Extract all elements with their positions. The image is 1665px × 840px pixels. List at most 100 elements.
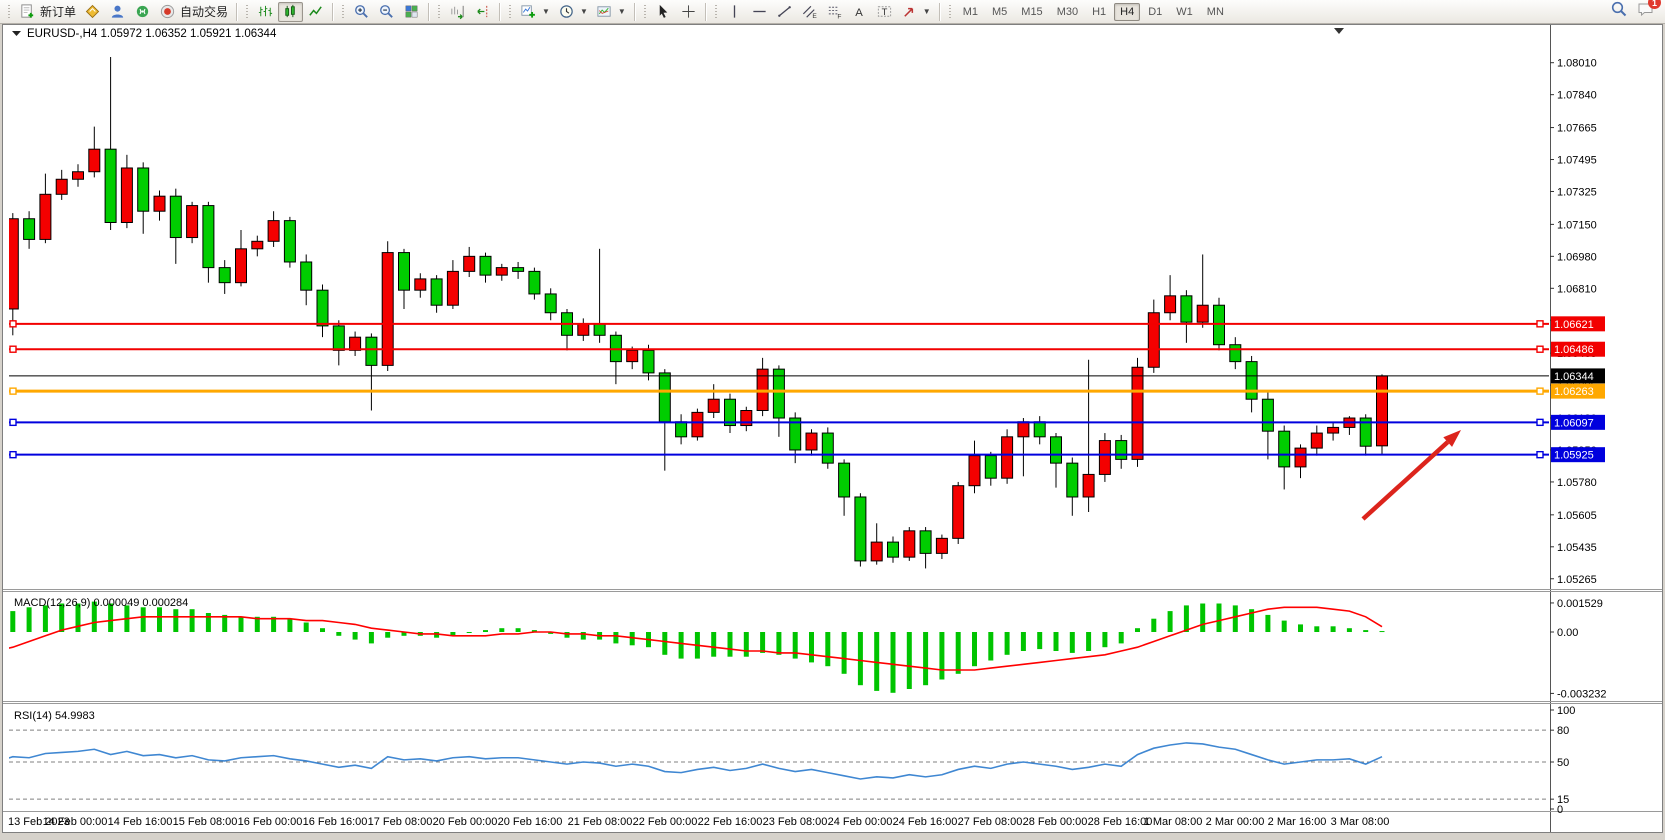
candle-body xyxy=(1294,447,1307,468)
line-handle[interactable] xyxy=(1536,387,1544,395)
line-handle[interactable] xyxy=(1536,345,1544,353)
periods-icon xyxy=(558,3,575,20)
add-indicator-button[interactable]: ▼ xyxy=(516,2,554,22)
timeframe-button-d1[interactable]: D1 xyxy=(1142,3,1168,21)
timeframe-button-h1[interactable]: H1 xyxy=(1086,3,1112,21)
candle xyxy=(1098,433,1111,482)
templates-button[interactable]: ▼ xyxy=(592,2,630,22)
arrow-head xyxy=(1443,430,1461,447)
channel-button[interactable]: E xyxy=(797,2,822,22)
arrow-shaft xyxy=(1361,440,1450,521)
tile-windows-button[interactable] xyxy=(399,2,424,22)
tile-windows-icon xyxy=(403,3,420,20)
candle xyxy=(724,393,736,434)
time-axis-label: 3 Mar 08:00 xyxy=(1331,816,1390,828)
candle-body xyxy=(218,267,231,284)
toolbar-separator xyxy=(938,2,941,21)
line-handle[interactable] xyxy=(9,387,17,395)
timeframe-button-m15[interactable]: M15 xyxy=(1015,3,1048,21)
timeframe-button-mn[interactable]: MN xyxy=(1201,3,1230,21)
candle xyxy=(349,331,362,356)
candle-body xyxy=(186,205,199,239)
auto-scroll-button[interactable] xyxy=(445,2,470,22)
main-toolbar: 新订单 自动交易 ▼ ▼ ▼ E F A xyxy=(0,0,1665,24)
cursor-button[interactable] xyxy=(651,2,676,22)
signals-button[interactable] xyxy=(130,2,155,22)
timeframe-button-m30[interactable]: M30 xyxy=(1051,3,1084,21)
candle xyxy=(235,230,247,287)
candle xyxy=(544,288,557,321)
symbol-dropdown[interactable] xyxy=(12,31,21,36)
community-button[interactable] xyxy=(105,2,130,22)
price-badge-label: 1.05925 xyxy=(1554,450,1594,462)
fibonacci-button[interactable]: F xyxy=(822,2,847,22)
price-tick-label: 1.07665 xyxy=(1557,123,1597,135)
candle-body xyxy=(1196,304,1209,323)
time-axis-label: 2 Mar 16:00 xyxy=(1268,816,1327,828)
vertical-line-button[interactable] xyxy=(722,2,747,22)
line-handle[interactable] xyxy=(9,320,17,328)
zoom-in-button[interactable] xyxy=(349,2,374,22)
line-handle[interactable] xyxy=(1536,320,1544,328)
horizontal-line-button[interactable] xyxy=(747,2,772,22)
chart-shift-marker[interactable] xyxy=(1334,28,1344,34)
new-order-button[interactable]: 新订单 xyxy=(15,2,80,22)
price-tick-label: 1.06810 xyxy=(1557,283,1597,295)
candle-body xyxy=(577,323,590,336)
bar-chart-button[interactable] xyxy=(253,2,278,22)
macd-bar xyxy=(1330,626,1336,632)
line-handle[interactable] xyxy=(9,345,17,353)
candle xyxy=(1066,457,1079,516)
candlestick-button[interactable] xyxy=(278,1,304,22)
timeframe-button-m1[interactable]: M1 xyxy=(957,3,984,21)
new-order-icon xyxy=(19,3,36,20)
timeframe-button-w1[interactable]: W1 xyxy=(1170,3,1199,21)
zoom-out-button[interactable] xyxy=(374,2,399,22)
candle xyxy=(120,154,133,229)
price-tick-label: 1.05780 xyxy=(1557,477,1597,489)
trendline-button[interactable] xyxy=(772,2,797,22)
candle-body xyxy=(903,530,916,558)
timeframe-button-h4[interactable]: H4 xyxy=(1114,2,1141,21)
candle xyxy=(772,365,785,437)
chevron-down-icon: ▼ xyxy=(542,7,550,16)
candle-body xyxy=(332,325,345,351)
arrows-button[interactable]: ▼ xyxy=(897,2,935,22)
macd-bar xyxy=(1069,632,1075,653)
auto-trading-button[interactable]: 自动交易 xyxy=(155,2,232,22)
candle-body xyxy=(805,432,818,451)
candle-body xyxy=(479,255,492,276)
candle-body xyxy=(740,410,753,427)
candle-body xyxy=(658,372,671,423)
line-handle[interactable] xyxy=(9,450,17,459)
macd-bar xyxy=(336,632,342,636)
candle xyxy=(935,534,948,560)
macd-bar xyxy=(874,632,880,691)
annotation-arrow[interactable] xyxy=(1361,430,1461,521)
periods-button[interactable]: ▼ xyxy=(554,2,592,22)
candle xyxy=(528,267,541,300)
text-label-icon: T xyxy=(876,3,893,20)
profiles-button[interactable] xyxy=(80,2,105,22)
candle xyxy=(300,254,313,306)
candle-body xyxy=(691,411,704,438)
chart-window-frame xyxy=(2,24,1663,833)
price-badge: 1.06486 xyxy=(1551,341,1605,357)
line-handle[interactable] xyxy=(1536,418,1544,427)
new-order-label: 新订单 xyxy=(40,5,77,19)
macd-bar xyxy=(776,632,782,655)
timeframe-button-m5[interactable]: M5 xyxy=(986,3,1013,21)
crosshair-button[interactable] xyxy=(676,2,701,22)
line-handle[interactable] xyxy=(9,418,17,427)
line-handle[interactable] xyxy=(1536,450,1544,459)
time-axis-label: 20 Feb 00:00 xyxy=(433,816,498,828)
text-button[interactable]: A xyxy=(847,2,872,22)
svg-text:F: F xyxy=(837,14,841,20)
chart-shift-button[interactable] xyxy=(470,2,495,22)
notifications-button[interactable]: 1 xyxy=(1636,0,1661,23)
text-label-button[interactable]: T xyxy=(872,2,897,22)
macd-axis-label: -0.003232 xyxy=(1557,688,1607,700)
line-chart-button[interactable] xyxy=(303,2,328,22)
search-icon[interactable] xyxy=(1610,0,1628,23)
